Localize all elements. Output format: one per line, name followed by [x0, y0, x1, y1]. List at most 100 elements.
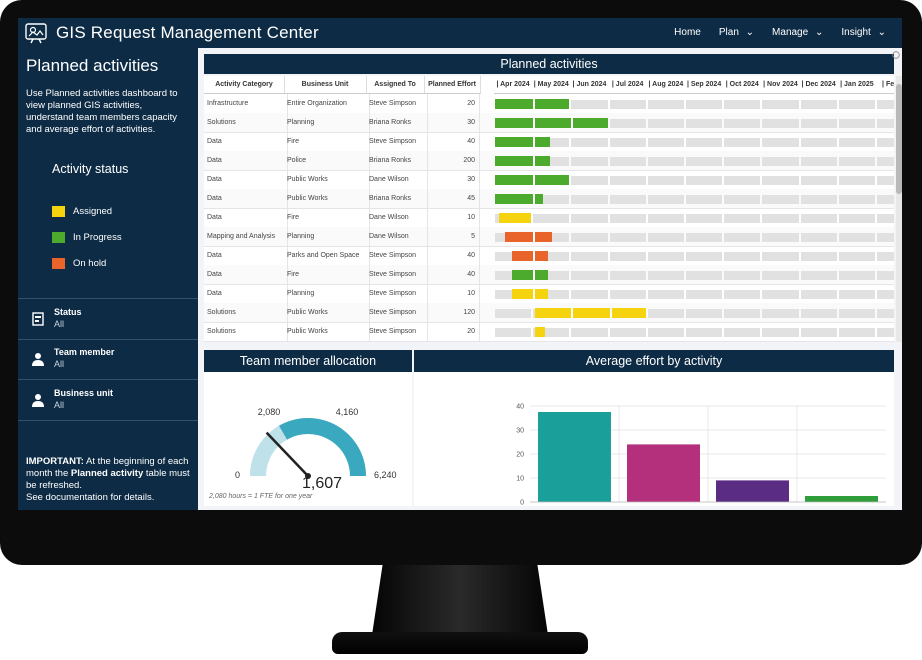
month-track [609, 290, 646, 299]
gantt-bar-on-hold [512, 251, 549, 261]
cell-category: Data [204, 189, 288, 208]
month-track [838, 309, 875, 318]
filter-team-member[interactable]: Team member All [18, 339, 198, 380]
table-row[interactable]: Data Planning Steve Simpson 10 [204, 284, 894, 304]
table-row[interactable]: Infrastructure Entire Organization Steve S… [204, 94, 894, 114]
expand-icon[interactable] [892, 51, 900, 59]
column-header[interactable]: Assigned To [366, 76, 425, 94]
month-track [877, 214, 894, 223]
cell-effort: 30 [424, 170, 480, 189]
month-track [571, 138, 608, 147]
table-row[interactable]: Data Fire Steve Simpson 40 [204, 265, 894, 285]
table-row[interactable]: Data Parks and Open Space Steve Simpson 40 [204, 246, 894, 266]
legend-swatch [52, 232, 65, 243]
table-row[interactable]: Solutions Public Works Steve Simpson 20 [204, 322, 894, 342]
column-header[interactable]: Activity Category [204, 76, 285, 94]
table-row[interactable]: Data Public Works Dane Wilson 30 [204, 170, 894, 190]
table-scrollbar[interactable] [896, 76, 902, 342]
cell-assigned: Steve Simpson [366, 246, 428, 265]
filter-value: All [54, 400, 65, 410]
monitor-bezel: GIS Request Management Center Home Plan ⌄… [0, 0, 922, 565]
month-track [800, 233, 837, 242]
bar-solutions[interactable] [538, 412, 611, 502]
cell-category: Solutions [204, 303, 288, 322]
nav-label: Insight [841, 27, 871, 38]
month-track [647, 119, 684, 128]
month-track [533, 290, 570, 299]
month-track [571, 157, 608, 166]
month-track [762, 271, 799, 280]
gauge-tick-max: 6,240 [374, 470, 397, 480]
table-row[interactable]: Data Fire Dane Wilson 10 [204, 208, 894, 228]
month-track [762, 233, 799, 242]
filter-label: Business unit [54, 388, 114, 398]
month-track [647, 214, 684, 223]
month-track [533, 214, 570, 223]
table-row[interactable]: Data Public Works Briana Ronks 45 [204, 189, 894, 209]
month-track [609, 176, 646, 185]
filter-business-unit[interactable]: Business unit All [18, 380, 198, 421]
table-row[interactable]: Data Fire Steve Simpson 40 [204, 132, 894, 152]
month-track [800, 157, 837, 166]
cell-effort: 10 [424, 208, 480, 227]
important-text-2: table must be refreshed. [26, 468, 190, 491]
top-nav: Home Plan ⌄ Manage ⌄ Insight ⌄ [674, 27, 886, 38]
table-row[interactable]: Data Police Briana Ronks 200 [204, 151, 894, 171]
month-track [533, 138, 570, 147]
nav-manage[interactable]: Manage ⌄ [772, 27, 823, 38]
month-track [571, 195, 608, 204]
month-track [571, 290, 608, 299]
filter-status[interactable]: Status All [18, 298, 198, 340]
nav-home[interactable]: Home [674, 27, 701, 38]
month-header: | Oct 2024 [723, 76, 762, 94]
month-track [877, 309, 894, 318]
nav-label: Home [674, 27, 701, 38]
y-tick-label: 40 [516, 404, 524, 411]
month-track [800, 328, 837, 337]
month-track [571, 252, 608, 261]
month-track [533, 271, 570, 280]
month-track [838, 195, 875, 204]
column-header[interactable]: Planned Effort [424, 76, 481, 94]
column-header[interactable]: Business Unit [284, 76, 367, 94]
table-row[interactable]: Solutions Public Works Steve Simpson 120 [204, 303, 894, 323]
bar-gap [533, 289, 536, 299]
top-bar: GIS Request Management Center Home Plan ⌄… [18, 18, 902, 48]
scrollbar-thumb[interactable] [896, 84, 902, 194]
cell-category: Data [204, 132, 288, 151]
bar-infrastructure[interactable] [805, 496, 878, 502]
gantt-bar-on-hold [504, 232, 553, 242]
bar-gap [533, 270, 536, 280]
month-track [609, 328, 646, 337]
nav-plan[interactable]: Plan ⌄ [719, 27, 754, 38]
table-header: Activity Category Business Unit Assigned T… [204, 76, 894, 94]
month-track [838, 271, 875, 280]
month-track [686, 100, 723, 109]
cell-category: Data [204, 208, 288, 227]
average-effort-header: Average effort by activity [414, 350, 894, 372]
cell-unit: Planning [284, 113, 370, 132]
person-icon [32, 394, 44, 407]
month-track [571, 176, 608, 185]
gauge-tick-t1: 2,080 [258, 407, 281, 417]
month-track [724, 138, 761, 147]
month-header: | Jan 2025 [837, 76, 876, 94]
gauge-value: 1,607 [302, 475, 342, 490]
table-row[interactable]: Solutions Planning Briana Ronks 30 [204, 113, 894, 133]
person-icon [32, 353, 44, 366]
bar-mapping-and-analysis[interactable] [716, 480, 789, 502]
nav-insight[interactable]: Insight ⌄ [841, 27, 886, 38]
bar-data[interactable] [627, 444, 700, 502]
bar-gap [533, 137, 536, 147]
cell-unit: Fire [284, 132, 370, 151]
cell-category: Mapping and Analysis [204, 227, 288, 246]
cell-assigned: Steve Simpson [366, 284, 428, 303]
month-track [647, 176, 684, 185]
month-track [609, 119, 646, 128]
table-row[interactable]: Mapping and Analysis Planning Dane Wilson 5 [204, 227, 894, 247]
month-track [724, 157, 761, 166]
average-effort-chart: 010203040SolutionsDataMapping and Analys… [516, 404, 886, 510]
month-header: | Aug 2024 [646, 76, 685, 94]
bar-gap [533, 175, 536, 185]
cell-assigned: Steve Simpson [366, 265, 428, 284]
